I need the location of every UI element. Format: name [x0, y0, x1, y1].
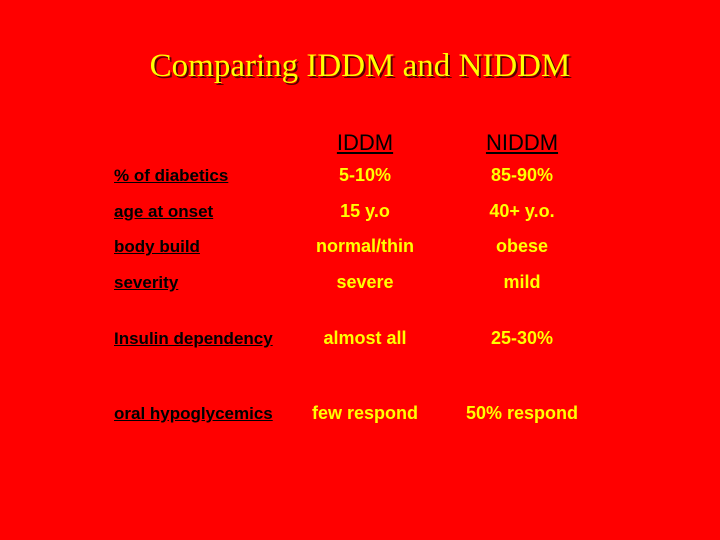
row-label: % of diabetics [114, 166, 229, 185]
cell-value: obese [495, 236, 549, 256]
cell-value: 25-30% [490, 328, 554, 348]
row-label: oral hypoglycemics [114, 404, 273, 423]
row-label: age at onset [114, 202, 214, 221]
cell-value: 15 y.o [340, 201, 390, 221]
cell-value: few respond [311, 403, 419, 423]
cell-value: almost all [323, 328, 407, 348]
cell-value: severe [336, 272, 394, 292]
cell-value: 50% respond [465, 403, 579, 423]
cell-value: 85-90% [490, 165, 554, 185]
column-header: NIDDM [485, 130, 559, 155]
slide-title: Comparing IDDM and NIDDM [149, 48, 571, 84]
row-label: Insulin dependency [114, 329, 273, 348]
row-label: body build [114, 237, 200, 256]
row-label: severity [114, 273, 179, 292]
cell-value: normal/thin [316, 236, 414, 256]
cell-value: mild [503, 272, 541, 292]
cell-value: 5-10% [338, 165, 392, 185]
column-header: IDDM [336, 130, 394, 155]
cell-value: 40+ y.o. [489, 201, 555, 221]
